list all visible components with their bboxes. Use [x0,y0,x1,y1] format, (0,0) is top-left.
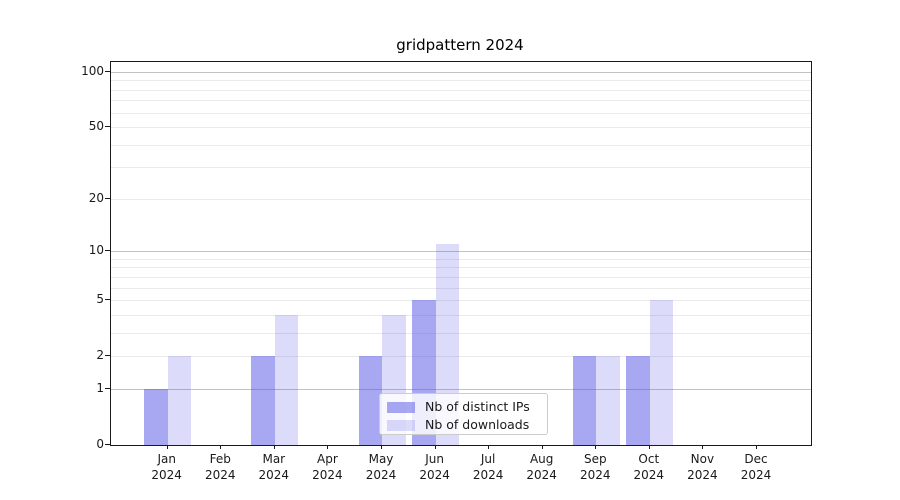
ytick-mark-1 [105,387,110,389]
xtick-mark-nov [702,445,704,449]
xtick-mark-mar [273,445,275,449]
ytick-mark-100 [105,70,110,72]
legend-swatch-downloads [387,419,415,431]
ytick-label-20: 20 [88,190,104,205]
xtick-label-jan: Jan 2024 [151,452,182,482]
legend-label-distinct-ips: Nb of distinct IPs [425,399,530,414]
ytick-label-50: 50 [88,119,104,133]
ytick-mark-0 [105,444,110,445]
plot-area: Nb of distinct IPs Nb of downloads [110,61,812,446]
gridline-7 [111,276,811,278]
xtick-mark-apr [327,445,329,449]
xtick-label-dec: Dec 2024 [740,452,772,482]
xtick-mark-dec [756,445,757,449]
bar-mar-distinct-ips [251,356,275,445]
legend-label-downloads: Nb of downloads [425,417,530,432]
xtick-mark-oct [648,445,650,449]
gridline-100 [111,71,811,73]
gridline-6 [111,287,811,289]
xtick-label-mar: Mar 2024 [258,452,290,482]
xtick-mark-may [381,445,382,449]
bar-jan-downloads [167,356,192,445]
bar-sep-downloads [596,356,620,445]
ytick-mark-50 [105,126,110,127]
ytick-label-100: 100 [81,63,104,78]
gridline-8 [111,267,811,269]
bar-may-distinct-ips [358,356,382,445]
xtick-label-apr: Apr 2024 [312,452,343,482]
bar-mar-downloads [274,314,299,445]
gridline-5 [111,300,811,302]
gridline-80 [111,89,811,91]
gridline-60 [111,112,811,114]
legend-row-downloads: Nb of downloads [387,417,540,433]
gridline-2 [111,356,811,358]
xtick-label-may: May 2024 [365,452,397,482]
gridline-30 [111,167,811,169]
bar-oct-distinct-ips [626,356,650,445]
xtick-mark-jun [434,445,436,449]
ytick-label-2: 2 [96,348,104,363]
xtick-label-nov: Nov 2024 [687,452,718,482]
bar-oct-downloads [649,300,674,445]
ytick-mark-2 [105,355,110,357]
gridline-10 [111,251,811,253]
xtick-label-feb: Feb 2024 [205,452,236,482]
gridline-3 [111,332,811,334]
xtick-mark-jul [488,445,490,449]
legend: Nb of distinct IPs Nb of downloads [379,393,548,435]
ytick-label-1: 1 [96,380,104,395]
ytick-label-5: 5 [96,292,104,307]
xtick-label-aug: Aug 2024 [526,452,557,482]
xtick-mark-aug [541,445,543,449]
ytick-label-0: 0 [96,437,104,451]
gridline-70 [111,100,811,102]
legend-swatch-distinct-ips [387,401,415,413]
gridline-4 [111,314,811,316]
gridline-1 [111,388,811,390]
xtick-label-jun: Jun 2024 [419,452,450,482]
bar-jan-distinct-ips [144,388,168,445]
xtick-mark-jan [166,445,168,449]
chart-title: gridpattern 2024 [396,36,524,54]
xtick-label-sep: Sep 2024 [580,452,611,482]
ytick-mark-20 [105,197,110,199]
gridline-50 [111,127,811,128]
legend-row-distinct-ips: Nb of distinct IPs [387,399,540,415]
ytick-label-10: 10 [88,243,104,258]
gridline-40 [111,144,811,146]
xtick-mark-sep [595,445,597,449]
gridline-9 [111,258,811,260]
ytick-mark-10 [105,250,110,252]
gridline-90 [111,80,811,82]
gridline-20 [111,198,811,200]
ytick-mark-5 [105,299,110,301]
xtick-mark-feb [220,445,222,449]
bar-sep-distinct-ips [572,356,597,445]
xtick-label-oct: Oct 2024 [633,452,665,482]
xtick-label-jul: Jul 2024 [472,452,504,482]
